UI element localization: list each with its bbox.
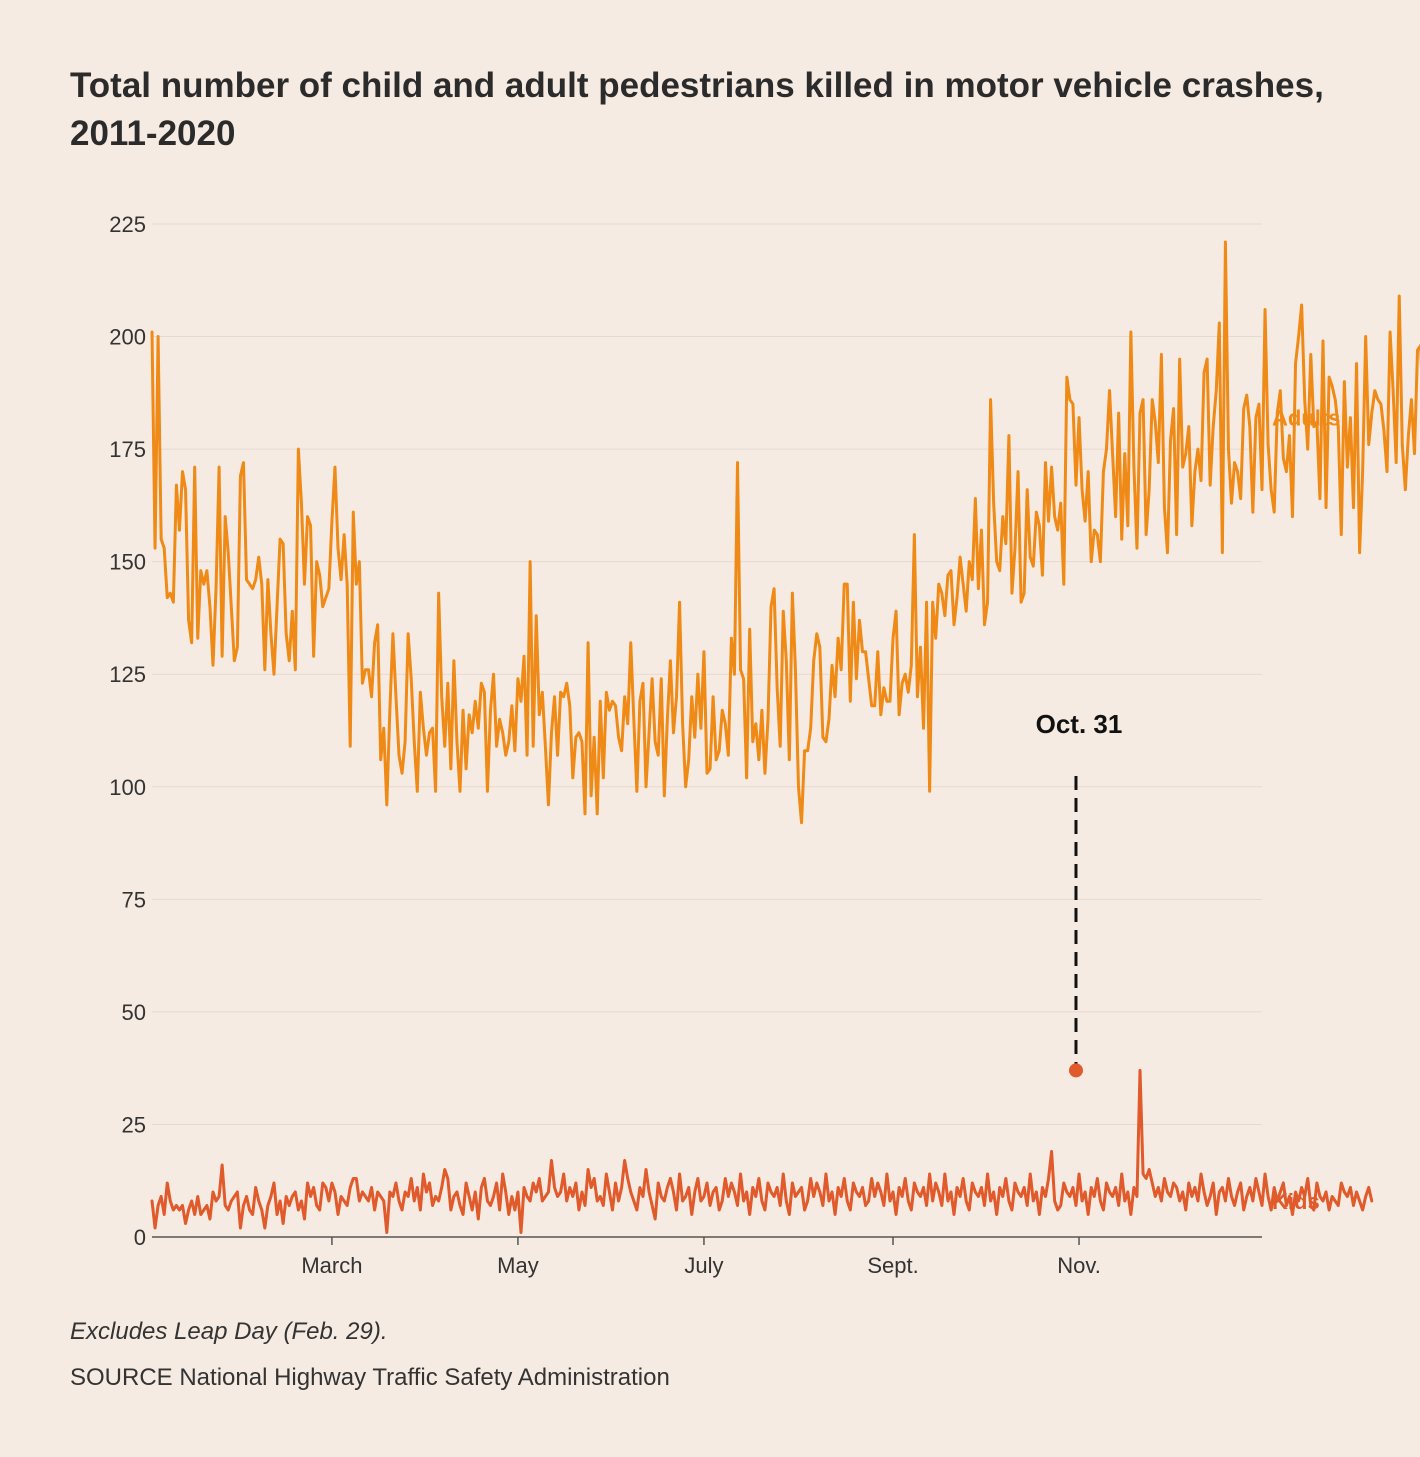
series-label-kids: Kids (1272, 1189, 1320, 1214)
annotation-marker (1068, 1063, 1083, 1078)
x-tick-label-may: May (497, 1253, 539, 1278)
series-lines (150, 240, 1420, 1234)
y-tick-label-225: 225 (109, 212, 146, 237)
x-tick-label-nov: Nov. (1057, 1253, 1101, 1278)
gridlines (152, 223, 1262, 1125)
series-line-kids (150, 1068, 1374, 1234)
x-axis: March May July Sept. Nov. (152, 1236, 1262, 1278)
y-tick-label-125: 125 (109, 662, 146, 687)
x-tick-label-july: July (684, 1253, 723, 1278)
x-tick-label-sept: Sept. (867, 1253, 918, 1278)
y-tick-label-25: 25 (122, 1112, 146, 1137)
annotation-oct-31: Oct. 31 (1036, 709, 1123, 1078)
y-tick-label-0: 0 (134, 1225, 146, 1250)
chart-note: Excludes Leap Day (Feb. 29). (70, 1318, 388, 1345)
y-tick-label-100: 100 (109, 775, 146, 800)
x-tick-label-march: March (301, 1253, 362, 1278)
y-tick-label-175: 175 (109, 437, 146, 462)
y-axis: 0 25 50 75 100 125 150 175 200 225 (109, 212, 146, 1250)
y-tick-label-200: 200 (109, 325, 146, 350)
y-tick-label-50: 50 (122, 1000, 146, 1025)
chart-title: Total number of child and adult pedestri… (70, 66, 1324, 153)
source-credit: SOURCE National Highway Traffic Safety A… (70, 1364, 670, 1391)
series-line-adults (150, 240, 1420, 825)
series-labels: Adults Kids (1272, 406, 1340, 1214)
y-tick-label-150: 150 (109, 550, 146, 575)
series-label-adults: Adults (1272, 406, 1340, 431)
annotation-label: Oct. 31 (1036, 709, 1123, 739)
y-tick-label-75: 75 (122, 887, 146, 912)
